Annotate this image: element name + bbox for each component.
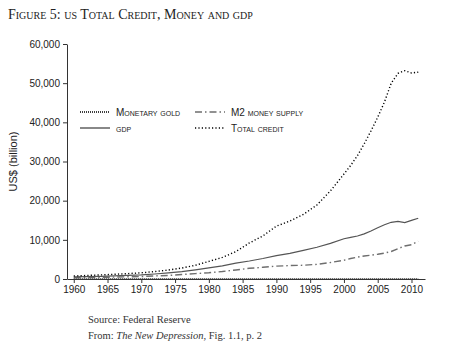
y-tick-mark [63, 240, 67, 241]
x-tick-mark [243, 279, 244, 283]
x-tick: 1970 [131, 279, 154, 295]
y-tick: 20,000 [29, 195, 67, 206]
legend-swatch [195, 127, 225, 128]
x-axis: 1960 1965 1970 1975 1980 1985 1990 1995 2000 2005… [63, 279, 425, 295]
y-tick-label: 60,000 [29, 39, 60, 50]
y-tick-label: 20,000 [29, 195, 60, 206]
y-tick-label: 30,000 [29, 156, 60, 167]
x-tick-label: 1970 [131, 284, 154, 295]
x-tick-mark [141, 279, 142, 283]
x-tick-mark [310, 279, 311, 283]
x-tick-label: 2010 [401, 284, 424, 295]
y-tick-mark [63, 279, 67, 280]
legend-label: gdp [116, 123, 132, 134]
x-tick: 1965 [97, 279, 120, 295]
legend-label: Total credit [231, 123, 284, 134]
x-tick-mark [411, 279, 412, 283]
chart: Figure 5: us Total Credit, Money and gdp… [0, 0, 450, 362]
x-tick: 1985 [232, 279, 255, 295]
legend-label: Monetary gold [116, 107, 180, 118]
y-tick-mark [63, 162, 67, 163]
series-line [74, 218, 418, 277]
legend-swatch [80, 127, 110, 128]
source: Source: Federal Reserve [88, 314, 191, 325]
y-tick-label: 10,000 [29, 235, 60, 246]
y-tick-mark [63, 44, 67, 45]
x-tick-label: 1975 [164, 284, 187, 295]
x-tick: 1975 [164, 279, 187, 295]
legend-swatch [195, 111, 225, 112]
x-tick-label: 1965 [97, 284, 120, 295]
y-axis-title: US$ (billion) [7, 132, 19, 192]
x-tick-mark [209, 279, 210, 283]
y-tick: 30,000 [29, 156, 67, 167]
x-tick-label: 1990 [266, 284, 289, 295]
x-tick-label: 2000 [333, 284, 356, 295]
x-tick-mark [276, 279, 277, 283]
x-tick-label: 1980 [198, 284, 221, 295]
x-tick: 1960 [63, 279, 86, 295]
legend: Monetary gold M2 money supply gdp Total cre… [80, 107, 304, 134]
legend-swatch [80, 111, 110, 112]
x-axis-line [68, 279, 426, 280]
y-tick-mark [63, 83, 67, 84]
citation-part: , Fig. 1.1, p. 2 [203, 330, 262, 341]
y-tick: 40,000 [29, 117, 67, 128]
series-line [74, 71, 418, 276]
y-tick: 0 [54, 274, 67, 285]
x-tick-mark [344, 279, 345, 283]
lines [74, 71, 418, 279]
x-tick-mark [378, 279, 379, 283]
x-tick: 1990 [266, 279, 289, 295]
x-tick: 2010 [401, 279, 424, 295]
x-tick-mark [74, 279, 75, 283]
series-line [74, 278, 418, 279]
x-tick: 1995 [300, 279, 323, 295]
citation-part: From: [88, 330, 116, 341]
citation-part: The New Depression [116, 330, 203, 341]
y-tick: 10,000 [29, 235, 67, 246]
x-tick: 2000 [333, 279, 356, 295]
y-tick: 50,000 [29, 78, 67, 89]
series-line [74, 241, 418, 277]
y-tick-mark [63, 201, 67, 202]
y-tick-label: 0 [54, 274, 60, 285]
x-tick-mark [175, 279, 176, 283]
y-tick: 60,000 [29, 39, 67, 50]
y-tick-label: 40,000 [29, 117, 60, 128]
x-tick: 2005 [367, 279, 390, 295]
legend-label: M2 money supply [231, 107, 304, 118]
y-tick-label: 50,000 [29, 78, 60, 89]
title: Figure 5: us Total Credit, Money and gdp [8, 7, 253, 22]
x-tick: 1980 [198, 279, 221, 295]
x-tick-label: 2005 [367, 284, 390, 295]
x-tick-label: 1960 [63, 284, 86, 295]
y-axis-line [67, 45, 68, 280]
x-tick-mark [108, 279, 109, 283]
y-tick-mark [63, 122, 67, 123]
y-axis: 0 10,000 20,000 30,000 40,000 50,000 60,000 [29, 39, 67, 285]
x-tick-label: 1985 [232, 284, 255, 295]
x-tick-label: 1995 [300, 284, 323, 295]
citation: From: The New Depression, Fig. 1.1, p. 2 [88, 330, 262, 341]
